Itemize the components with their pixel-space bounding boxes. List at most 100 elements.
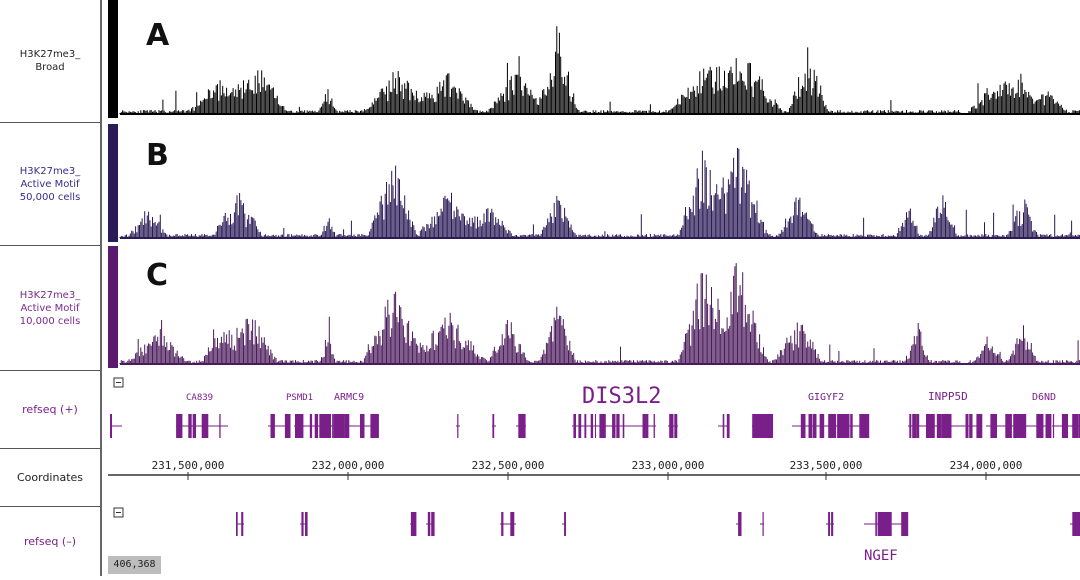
gene-exon	[1013, 414, 1017, 438]
gene-exon	[513, 512, 515, 536]
track-label-text: refseq (–)	[24, 535, 76, 548]
gene-exon	[875, 512, 877, 536]
gene-exon	[1073, 414, 1079, 438]
gene-exon	[879, 512, 885, 536]
gene-exon	[653, 414, 655, 438]
signal-peaks	[119, 263, 1080, 364]
gene-exon	[830, 414, 835, 438]
coordinate-tick-label: 231,500,000	[152, 459, 225, 472]
gene-exon	[521, 414, 524, 438]
gene-exon	[1052, 414, 1055, 438]
gene-exon	[590, 414, 594, 438]
gene-exon	[285, 414, 290, 438]
signal-track-a: A	[108, 0, 1080, 118]
gene-exon	[828, 512, 830, 536]
panel-letter-b: B	[146, 138, 169, 173]
gene-exon	[241, 512, 244, 536]
gene-exon	[930, 414, 935, 438]
gene-exon	[338, 414, 345, 438]
gene-exon	[976, 414, 983, 438]
track-label-text: refseq (+)	[22, 403, 78, 416]
gene-exon	[864, 414, 870, 438]
gene-exon	[201, 414, 207, 438]
track-label-coordinates[interactable]: Coordinates	[0, 448, 100, 506]
coordinate-ruler: 231,500,000 232,000,000 232,500,000 233,000…	[108, 459, 1080, 480]
gene-exon	[1010, 414, 1012, 438]
track-color-bar	[108, 0, 118, 118]
gene-exon	[1039, 414, 1044, 438]
gene-exon	[937, 414, 942, 438]
gene-exon	[850, 414, 853, 438]
gene-exon	[431, 512, 434, 536]
gene-exon	[510, 512, 514, 536]
track-label-text: Coordinates	[16, 471, 84, 484]
coordinate-tick-label: 233,000,000	[632, 459, 705, 472]
refseq-plus-track: CA839 PSMD1 ARMC9 DIS3L2 GIGYF2 INPP5D D…	[108, 372, 1080, 448]
track-label-10000[interactable]: H3K27me3_ Active Motif 10,000 cells	[0, 245, 100, 370]
gene-exon	[319, 414, 326, 438]
gene-exon	[722, 414, 725, 438]
signal-plot-c	[119, 263, 1080, 365]
gene-exon	[344, 414, 349, 438]
gene-exon	[990, 414, 997, 438]
signal-plot-a	[119, 26, 1080, 115]
gene-exon	[414, 512, 417, 536]
track-label-refseq-minus[interactable]: refseq (–)	[0, 506, 100, 576]
gene-exon	[1061, 414, 1064, 438]
gene-exon	[301, 512, 304, 536]
gene-exon	[802, 414, 805, 438]
gene-exon	[205, 414, 209, 438]
gene-exon	[501, 512, 504, 536]
gene-exon	[726, 414, 730, 438]
track-label-broad[interactable]: H3K27me3_ Broad	[0, 0, 100, 122]
gene-exon	[1037, 414, 1041, 438]
collapse-icon[interactable]	[113, 507, 124, 518]
gene-exon	[912, 414, 917, 438]
gene-exon	[837, 414, 841, 438]
gene-exon	[602, 414, 606, 438]
gene-exon	[522, 414, 526, 438]
gene-exon	[969, 414, 973, 438]
gene-exon	[877, 512, 881, 536]
gene-exon	[272, 414, 275, 438]
gene-exon	[831, 512, 834, 536]
refseq-minus-plot: NGEF	[113, 507, 1080, 564]
gene-exon	[236, 512, 238, 536]
track-label-50000[interactable]: H3K27me3_ Active Motif 50,000 cells	[0, 122, 100, 245]
track-color-bar	[108, 246, 118, 368]
gene-label: INPP5D	[928, 390, 968, 403]
gene-exon	[1078, 414, 1080, 438]
gene-exon	[578, 414, 582, 438]
track-label-refseq-plus[interactable]: refseq (+)	[0, 370, 100, 448]
gene-exon	[178, 414, 183, 438]
gene-exon	[432, 512, 435, 536]
gene-exon	[518, 414, 523, 438]
gene-exon	[669, 414, 673, 438]
gene-label: NGEF	[864, 548, 898, 564]
gene-exon	[332, 414, 334, 438]
panel-letter-c: C	[146, 258, 169, 293]
gene-exon	[904, 512, 909, 536]
gene-exon	[738, 512, 742, 536]
gene-exon	[762, 512, 764, 536]
gene-exon	[1015, 414, 1023, 438]
position-readout: 406,368	[108, 556, 161, 574]
gene-exon	[110, 414, 112, 438]
gene-exon	[886, 512, 891, 536]
gene-exon	[305, 512, 308, 536]
gene-exon	[188, 414, 192, 438]
track-label-text: H3K27me3_ Broad	[19, 49, 81, 73]
gene-exon	[846, 414, 850, 438]
gene-exon	[902, 512, 906, 536]
gene-label: PSMD1	[286, 393, 313, 403]
gene-exon	[761, 414, 765, 438]
gene-exon	[564, 512, 566, 536]
gene-exon	[324, 414, 331, 438]
gene-exon	[642, 414, 646, 438]
coordinate-tick-label: 233,500,000	[790, 459, 863, 472]
collapse-icon[interactable]	[113, 377, 124, 388]
gene-exon	[1063, 414, 1068, 438]
sidebar-divider[interactable]	[100, 0, 102, 576]
signal-peaks	[119, 26, 1080, 114]
signal-plot-b	[119, 147, 1080, 239]
